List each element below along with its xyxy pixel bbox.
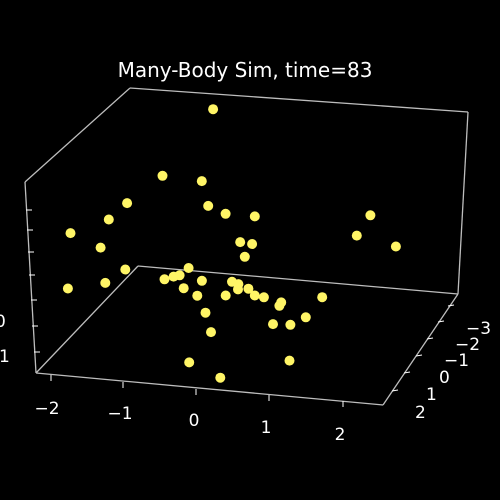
data-point	[351, 230, 362, 241]
y-tick-label: −1	[444, 351, 469, 371]
box-edge-right-back	[457, 111, 469, 295]
y-tick-label: 0	[439, 368, 450, 388]
data-point	[365, 210, 376, 221]
data-point	[196, 176, 207, 187]
x-tick-label: −1	[107, 404, 132, 424]
x-axis: −2 −1 0 1 2	[34, 375, 345, 445]
box-edge-left-front	[24, 181, 37, 374]
data-point	[122, 198, 133, 209]
z-tick-label: 1	[0, 347, 10, 367]
y-tick-mark	[437, 320, 445, 323]
y-tick-mark	[415, 354, 423, 357]
y-tick-mark	[426, 337, 434, 340]
y-tick-label: 2	[415, 403, 426, 423]
chart-title: Many-Body Sim, time=83	[118, 58, 373, 82]
data-point	[249, 290, 260, 301]
x-tick-label: 2	[335, 425, 346, 445]
data-point	[62, 283, 73, 294]
box-edge-floor-front	[35, 372, 384, 406]
axes-box	[24, 87, 469, 406]
x-tick-label: 0	[189, 411, 200, 431]
data-point	[100, 277, 111, 288]
box-edge-floor-right	[382, 293, 459, 406]
data-point	[65, 228, 76, 239]
x-tick-label: −2	[34, 399, 59, 419]
data-point	[247, 239, 258, 249]
data-point	[168, 271, 179, 282]
data-point	[157, 170, 168, 181]
z-tick-label: 0	[0, 312, 6, 332]
data-point	[220, 208, 231, 219]
data-points	[62, 104, 401, 383]
data-point	[249, 211, 260, 222]
data-point	[317, 292, 328, 303]
y-tick-label: 1	[426, 385, 437, 405]
data-point	[284, 355, 295, 366]
y-tick-mark	[391, 389, 399, 392]
data-point	[285, 319, 296, 330]
data-point	[208, 104, 219, 115]
data-point	[243, 283, 254, 294]
data-point	[300, 312, 311, 323]
y-tick-mark	[447, 304, 455, 307]
data-point	[390, 241, 401, 252]
data-point	[184, 357, 195, 368]
data-point	[203, 200, 214, 211]
x-tick-label: 1	[261, 418, 272, 438]
data-point	[103, 214, 114, 225]
data-point	[120, 264, 131, 275]
data-point	[276, 297, 287, 308]
box-edge-top-left	[24, 87, 131, 183]
data-point	[178, 283, 189, 294]
box-edge-top-back	[129, 87, 469, 113]
data-point	[220, 290, 231, 301]
data-point	[192, 290, 203, 301]
data-point	[196, 275, 207, 286]
box-edge-floor-left	[35, 265, 139, 374]
z-axis: 0 1	[0, 209, 40, 367]
y-tick-mark	[403, 371, 411, 374]
data-point	[235, 237, 246, 248]
data-point	[159, 274, 170, 285]
data-point	[183, 263, 194, 273]
y-tick-label: −2	[455, 335, 480, 355]
data-point	[258, 292, 269, 303]
data-point	[227, 276, 237, 287]
data-point	[215, 372, 226, 383]
y-tick-label: −3	[466, 319, 491, 339]
data-point	[95, 242, 106, 253]
data-point	[206, 327, 216, 338]
y-axis: −3 −2 −1 0 1 2	[391, 304, 491, 423]
data-point	[200, 307, 211, 318]
data-point	[239, 251, 250, 262]
data-point	[268, 319, 278, 330]
